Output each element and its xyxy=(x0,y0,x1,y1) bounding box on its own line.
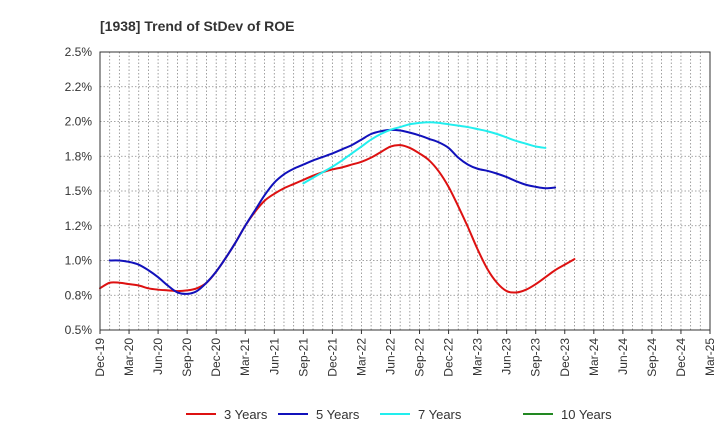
x-tick-label: Mar-25 xyxy=(703,338,717,376)
legend-label: 3 Years xyxy=(224,407,268,422)
legend-label: 5 Years xyxy=(316,407,360,422)
axes: 0.5% 0.8% 1.0% 1.2% 1.5% 1.8% 2.0% 2.2% 2.5% Dec-… xyxy=(65,45,717,377)
y-tick-label: 2.5% xyxy=(65,45,93,59)
x-tick-label: Jun-24 xyxy=(616,338,630,375)
x-tick-label: Dec-23 xyxy=(558,338,572,377)
chart-title: [1938] Trend of StDev of ROE xyxy=(100,18,294,34)
x-tick-label: Dec-24 xyxy=(674,338,688,377)
y-tick-label: 0.8% xyxy=(65,288,93,302)
y-tick-label: 1.5% xyxy=(65,184,93,198)
y-tick-label: 0.5% xyxy=(65,323,93,337)
x-tick-label: Mar-20 xyxy=(122,338,136,376)
x-tick-label: Dec-19 xyxy=(93,338,107,377)
x-tick-label: Mar-21 xyxy=(238,338,252,376)
x-tick-label: Dec-22 xyxy=(442,338,456,377)
series-lines xyxy=(99,121,576,295)
x-tick-label: Jun-22 xyxy=(383,338,397,375)
x-tick-label: Dec-21 xyxy=(325,338,339,377)
y-tick-label: 2.2% xyxy=(65,80,93,94)
y-tick-label: 2.0% xyxy=(65,115,93,129)
x-tick-label: Mar-24 xyxy=(587,338,601,376)
series-line-5-years xyxy=(108,128,557,295)
x-tick-label: Mar-23 xyxy=(471,338,485,376)
x-tick-label: Sep-22 xyxy=(413,338,427,377)
x-tick-label: Sep-24 xyxy=(645,338,659,377)
x-tick-label: Jun-23 xyxy=(500,338,514,375)
series-line-3-years xyxy=(99,144,576,294)
legend-label: 10 Years xyxy=(561,407,612,422)
x-tick-label: Mar-22 xyxy=(354,338,368,376)
legend: 3 Years 5 Years 7 Years 10 Years xyxy=(186,407,612,422)
x-tick-label: Jun-21 xyxy=(267,338,281,375)
x-tick-label: Jun-20 xyxy=(151,338,165,375)
y-tick-label: 1.8% xyxy=(65,149,93,163)
grid xyxy=(100,52,710,330)
y-tick-label: 1.0% xyxy=(65,254,93,268)
series-line-7-years xyxy=(302,121,547,185)
x-tick-label: Sep-23 xyxy=(529,338,543,377)
x-tick-label: Sep-21 xyxy=(296,338,310,377)
legend-label: 7 Years xyxy=(418,407,462,422)
x-tick-label: Dec-20 xyxy=(209,338,223,377)
y-tick-label: 1.2% xyxy=(65,219,93,233)
plot-border xyxy=(99,51,711,331)
x-tick-label: Sep-20 xyxy=(180,338,194,377)
